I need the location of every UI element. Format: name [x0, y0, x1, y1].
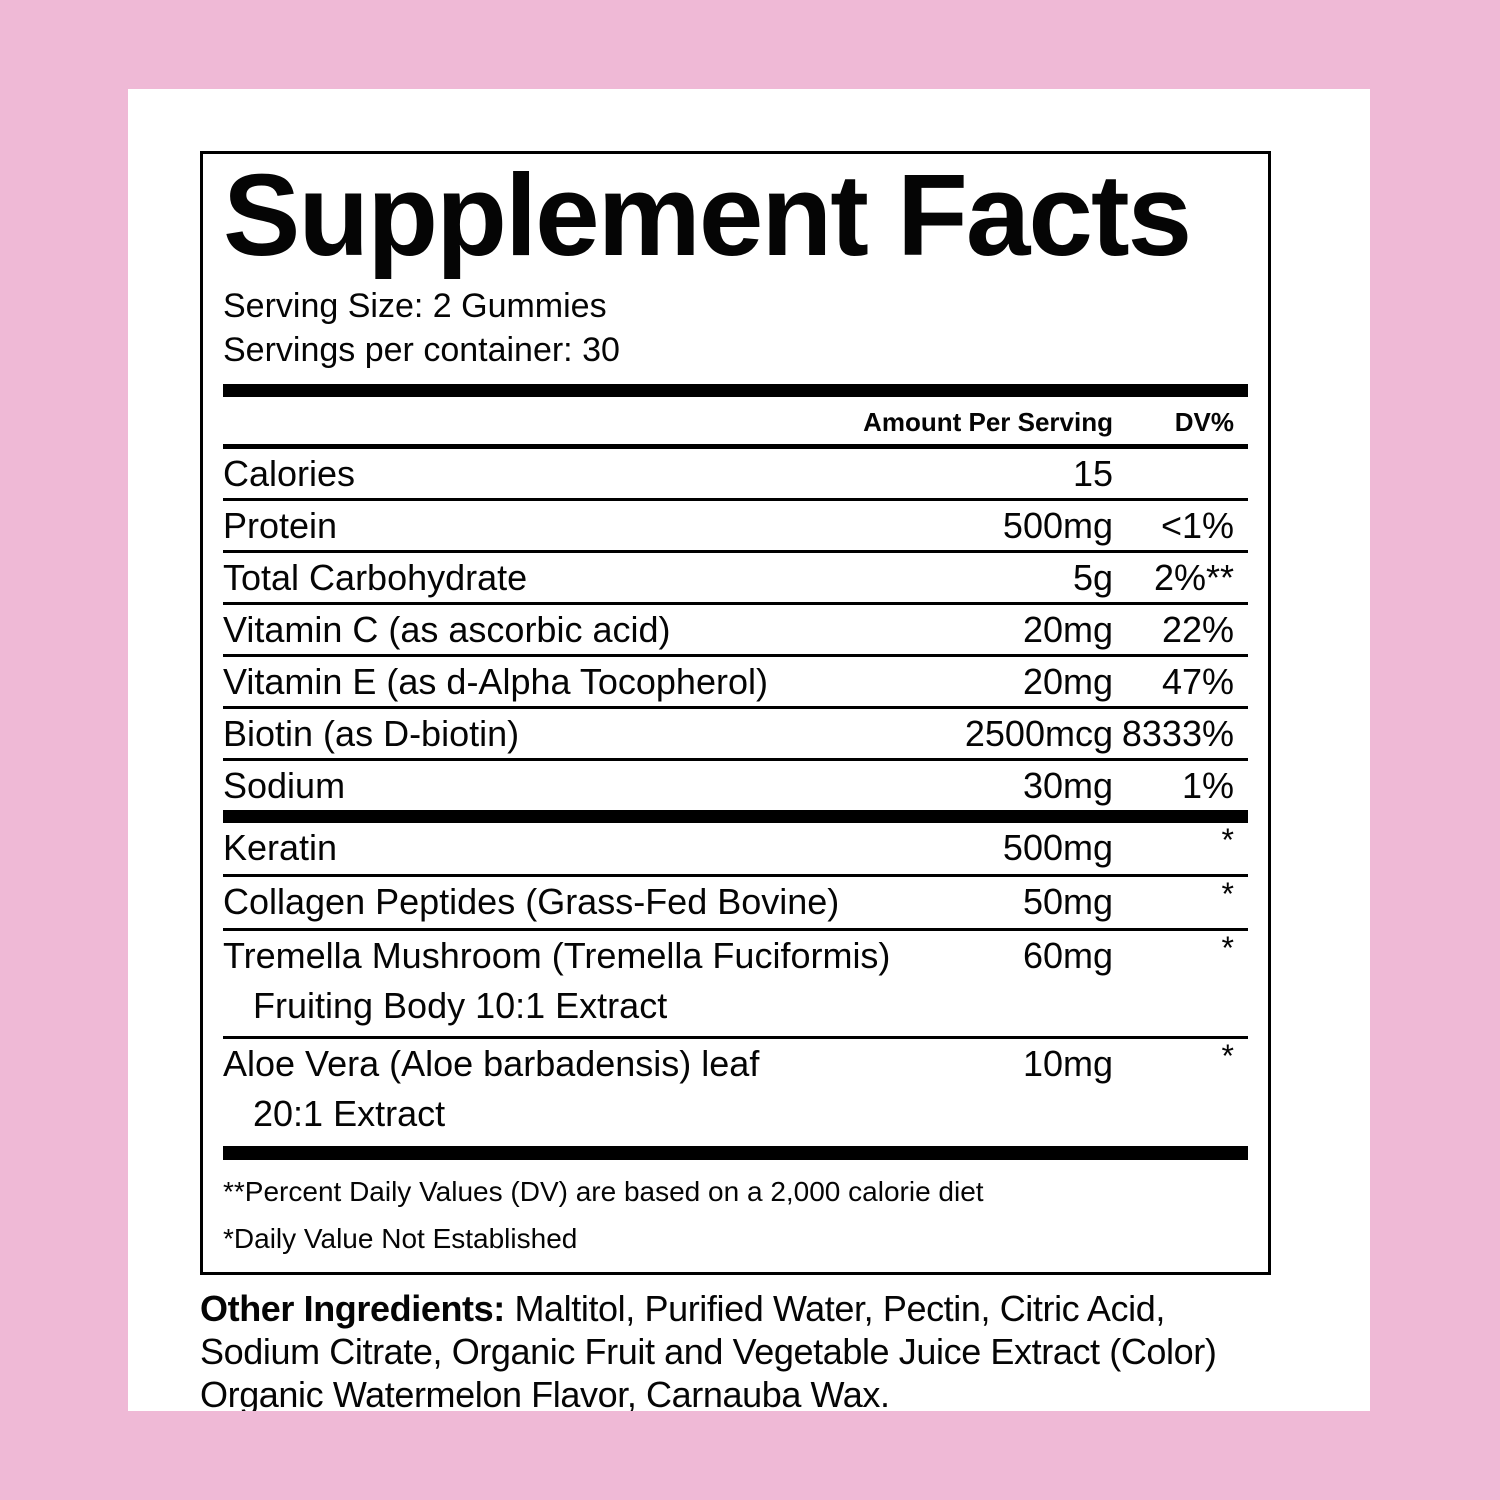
- ingredient-subtext: 20:1 Extract: [253, 1093, 446, 1135]
- divider-bar-bottom: [223, 1146, 1248, 1161]
- footnote-dv-not-established: *Daily Value Not Established: [223, 1223, 578, 1255]
- nutrient-amount: 2500mcg: [964, 713, 1113, 755]
- nutrient-dv: <1%: [1160, 505, 1234, 547]
- ingredient-amount: 500mg: [1002, 827, 1113, 869]
- nutrient-amount: 500mg: [1002, 505, 1113, 547]
- nutrient-dv: 47%: [1161, 661, 1234, 703]
- ingredient-name: Keratin: [223, 827, 338, 869]
- table-row: Sodium 30mg 1%: [223, 761, 1248, 810]
- ingredient-name: Aloe Vera (Aloe barbadensis) leaf: [223, 1043, 760, 1085]
- other-ingredients-line3: Organic Watermelon Flavor, Carnauba Wax.: [200, 1374, 890, 1411]
- footnotes: **Percent Daily Values (DV) are based on…: [223, 1160, 1248, 1272]
- table-row: Protein 500mg <1%: [223, 501, 1248, 554]
- footnote-daily-values: **Percent Daily Values (DV) are based on…: [223, 1176, 984, 1208]
- table-row: Vitamin E (as d-Alpha Tocopherol) 20mg 4…: [223, 657, 1248, 710]
- ingredient-name: Collagen Peptides (Grass-Fed Bovine): [223, 881, 840, 923]
- divider-bar-middle: [223, 810, 1248, 824]
- nutrient-dv: 1%: [1181, 765, 1234, 807]
- nutrient-name: Sodium: [223, 765, 346, 807]
- nutrient-name: Calories: [223, 453, 356, 495]
- nutrient-name: Biotin (as D-biotin): [223, 713, 520, 755]
- ingredient-subtext: Fruiting Body 10:1 Extract: [253, 985, 668, 1027]
- nutrient-amount: 30mg: [1022, 765, 1113, 807]
- other-ingredients-line1: Maltitol, Purified Water, Pectin, Citric…: [504, 1288, 1165, 1330]
- nutrient-name: Total Carbohydrate: [223, 557, 528, 599]
- table-row: Total Carbohydrate 5g 2%**: [223, 553, 1248, 606]
- nutrient-amount: 5g: [1072, 557, 1113, 599]
- nutrient-name: Vitamin C (as ascorbic acid): [223, 609, 671, 651]
- nutrient-amount: 15: [1072, 453, 1113, 495]
- ingredient-dv-asterisk: *: [1221, 822, 1234, 859]
- table-row: Keratin 500mg *: [223, 822, 1248, 878]
- other-ingredients-label: Other Ingredients:: [200, 1288, 505, 1330]
- nutrient-amount: 20mg: [1022, 661, 1113, 703]
- ingredient-dv-asterisk: *: [1221, 930, 1234, 967]
- table-row: Biotin (as D-biotin) 2500mcg 8333%: [223, 709, 1248, 762]
- ingredient-amount: 10mg: [1022, 1043, 1113, 1085]
- header-amount-per-serving: Amount Per Serving: [863, 407, 1113, 438]
- table-row: Tremella Mushroom (Tremella Fuciformis) …: [223, 930, 1248, 982]
- nutrient-name: Vitamin E (as d-Alpha Tocopherol): [223, 661, 768, 703]
- table-row: Vitamin C (as ascorbic acid) 20mg 22%: [223, 605, 1248, 658]
- ingredient-amount: 50mg: [1022, 881, 1113, 923]
- ingredient-dv-asterisk: *: [1221, 1038, 1234, 1075]
- table-row: Aloe Vera (Aloe barbadensis) leaf 10mg *: [223, 1038, 1248, 1090]
- ingredient-dv-asterisk: *: [1221, 876, 1234, 913]
- other-ingredients: Other Ingredients: Maltitol, Purified Wa…: [200, 1287, 1260, 1411]
- serving-info: Serving Size: 2 Gummies Servings per con…: [223, 284, 1248, 372]
- divider-bar-top: [223, 384, 1248, 398]
- nutrient-dv: 2%**: [1153, 557, 1234, 599]
- table-row-group: Aloe Vera (Aloe barbadensis) leaf 10mg *…: [223, 1038, 1248, 1144]
- table-row: Calories 15: [223, 449, 1248, 502]
- ingredient-amount: 60mg: [1022, 935, 1113, 977]
- table-row-group: Tremella Mushroom (Tremella Fuciformis) …: [223, 930, 1248, 1040]
- table-header-row: Amount Per Serving DV%: [223, 397, 1248, 450]
- label-panel: Supplement Facts Serving Size: 2 Gummies…: [128, 89, 1370, 1411]
- serving-size: Serving Size: 2 Gummies: [223, 287, 607, 326]
- nutrient-amount: 20mg: [1022, 609, 1113, 651]
- servings-per-container: Servings per container: 30: [223, 331, 620, 370]
- nutrient-dv: 22%: [1161, 609, 1234, 651]
- nutrient-dv: 8333%: [1121, 713, 1234, 755]
- header-dv-percent: DV%: [1174, 407, 1234, 438]
- supplement-facts-box: Supplement Facts Serving Size: 2 Gummies…: [200, 150, 1271, 1276]
- ingredient-name: Tremella Mushroom (Tremella Fuciformis): [223, 935, 891, 977]
- other-ingredients-line2: Sodium Citrate, Organic Fruit and Vegeta…: [200, 1331, 1217, 1373]
- nutrient-name: Protein: [223, 505, 338, 547]
- supplement-facts-title: Supplement Facts: [223, 150, 1192, 280]
- table-row: Collagen Peptides (Grass-Fed Bovine) 50m…: [223, 876, 1248, 932]
